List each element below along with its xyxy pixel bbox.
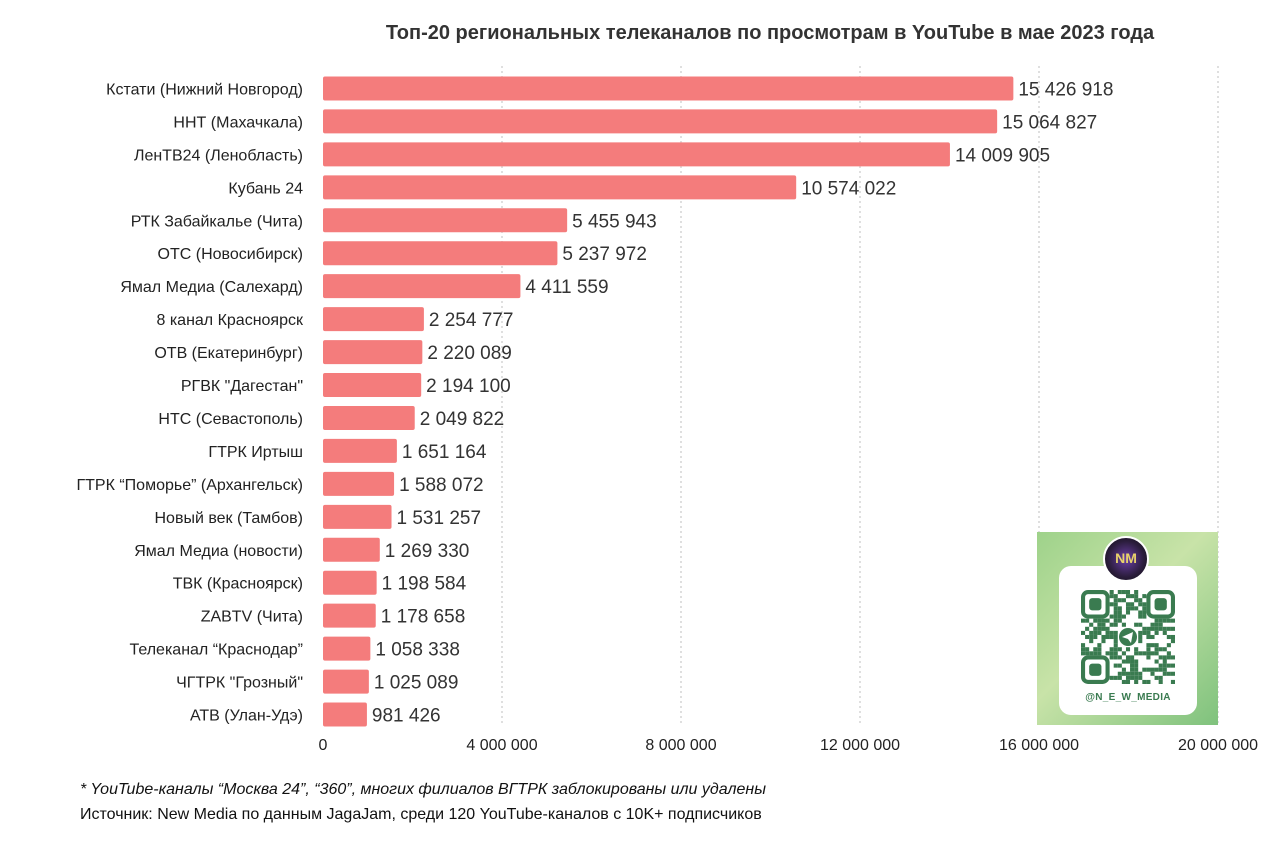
category-label: 8 канал Красноярск [156,312,304,329]
category-label: ОТС (Новосибирск) [158,246,303,263]
x-tick-label: 0 [319,737,328,754]
category-label: ГТРК Иртыш [208,444,303,461]
bars-layer [323,76,1014,727]
x-tick-label: 16 000 000 [999,737,1079,754]
bar [323,76,1014,101]
bar [323,570,377,595]
value-label: 1 178 658 [381,607,466,628]
category-label: РГВК "Дагестан" [181,378,303,395]
category-label: ГТРК “Поморье” (Архангельск) [76,477,303,494]
value-label: 4 411 559 [525,277,608,298]
value-label: 14 009 905 [955,145,1050,166]
bar [323,702,367,727]
category-label: ТВК (Красноярск) [173,576,303,593]
channel-avatar: NM [1103,536,1149,582]
category-label: Телеканал “Краснодар” [129,642,303,659]
telegram-handle: @N_E_W_MEDIA [1085,692,1171,703]
value-label: 2 194 100 [426,376,511,397]
category-label: Ямал Медиа (новости) [134,543,303,560]
chart-title: Топ-20 региональных телеканалов по просм… [385,22,1155,44]
category-label: Кстати (Нижний Новгород) [106,81,303,98]
category-label: Ямал Медиа (Салехард) [120,279,303,296]
qr-panel: @N_E_W_MEDIA [1059,566,1197,715]
value-label: 1 588 072 [399,475,484,496]
source-note: Источник: New Media по данным JagaJam, с… [80,806,762,823]
x-axis-ticks: 0 4 000 000 8 000 000 12 000 000 16 000 000 2… [319,737,1259,754]
x-tick-label: 12 000 000 [820,737,900,754]
category-label: ОТВ (Екатеринбург) [154,345,303,362]
bar [323,241,558,266]
bar [323,274,521,299]
bar [323,636,371,661]
category-label: РТК Забайкалье (Чита) [131,213,303,230]
x-tick-label: 20 000 000 [1178,737,1258,754]
bar [323,669,369,694]
bar [323,504,392,529]
bar [323,373,422,398]
category-label: Кубань 24 [228,180,303,197]
value-label: 2 049 822 [420,409,505,430]
labels-layer: Кстати (Нижний Новгород) 15 426 918 ННТ (М… [76,79,1113,726]
value-label: 10 574 022 [801,178,896,199]
value-label: 981 426 [372,706,441,727]
category-label: ННТ (Махачкала) [173,114,303,131]
category-label: НТС (Севастополь) [158,411,303,428]
value-label: 2 254 777 [429,310,514,331]
value-label: 1 198 584 [382,574,467,595]
bar [323,603,376,628]
value-label: 15 426 918 [1018,79,1113,100]
footnote: * YouTube-каналы “Москва 24”, “360”, мно… [80,781,766,798]
bar [323,405,415,430]
bar [323,307,424,332]
value-label: 1 269 330 [385,541,470,562]
qr-code-icon [1081,590,1175,684]
bar [323,340,423,365]
bar [323,175,797,200]
avatar-text: NM [1115,550,1137,566]
x-tick-label: 4 000 000 [466,737,537,754]
value-label: 15 064 827 [1002,112,1097,133]
category-label: ZABTV (Чита) [201,609,303,626]
value-label: 2 220 089 [427,343,512,364]
bar [323,109,998,134]
x-tick-label: 8 000 000 [645,737,716,754]
value-label: 1 058 338 [375,640,460,661]
value-label: 5 237 972 [562,244,647,265]
bar-chart: Кстати (Нижний Новгород) 15 426 918 ННТ (М… [76,66,1259,754]
value-label: 1 531 257 [397,508,482,529]
value-label: 1 025 089 [374,673,459,694]
category-label: АТВ (Улан-Удэ) [190,708,303,725]
telegram-qr-card[interactable]: NM @N_E_W_MEDIA [1037,532,1218,725]
bar [323,537,380,562]
category-label: ЧГТРК "Грозный" [176,675,303,692]
value-label: 1 651 164 [402,442,487,463]
category-label: ЛенТВ24 (Ленобласть) [134,147,303,164]
category-label: Новый век (Тамбов) [155,510,304,527]
bar [323,142,950,167]
bar [323,438,397,463]
bar [323,208,568,233]
value-label: 5 455 943 [572,211,657,232]
bar [323,471,395,496]
